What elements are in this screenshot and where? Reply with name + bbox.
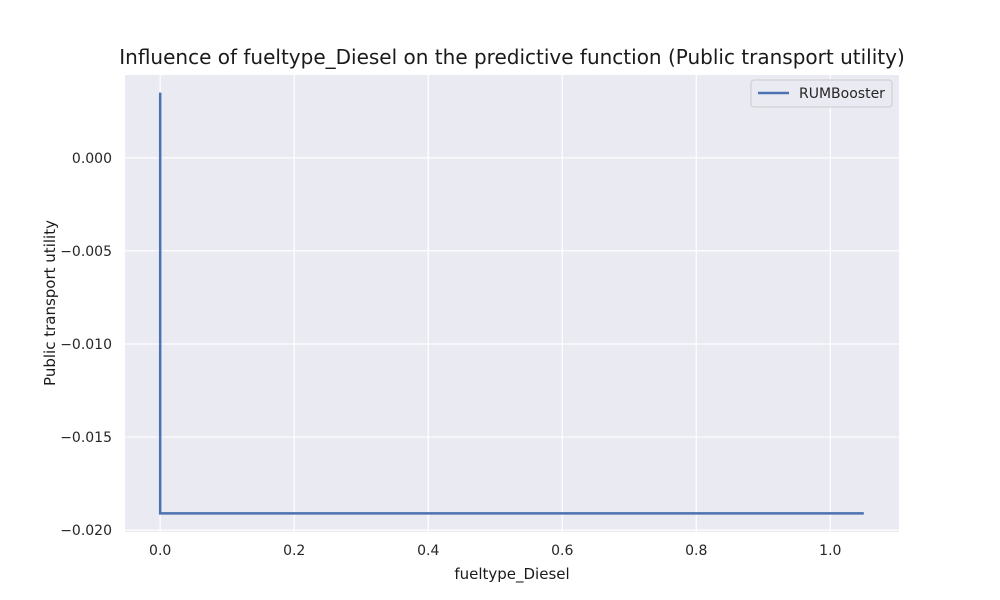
plot-area	[125, 75, 899, 532]
legend-box	[750, 79, 893, 108]
tick-labels: 0.0 0.2 0.4 0.6 0.8 1.0 0.000 −0.005 −0.010 −0.01…	[60, 151, 841, 559]
x-tick-label: 0.2	[283, 543, 305, 559]
x-tick-label: 0.4	[417, 543, 439, 559]
x-tick-label: 0.6	[551, 543, 573, 559]
series-line	[158, 92, 864, 515]
y-tick-label: −0.015	[60, 430, 112, 446]
series-layer	[158, 92, 864, 515]
y-tick-label: −0.020	[60, 523, 112, 539]
grid-lines	[125, 75, 899, 532]
legend: RUMBooster	[750, 79, 893, 108]
x-tick-label: 0.0	[149, 543, 171, 559]
y-tick-label: −0.010	[60, 337, 112, 353]
x-tick-label: 0.8	[685, 543, 707, 559]
chart-title: Influence of fueltype_Diesel on the pred…	[119, 45, 905, 69]
y-tick-label: −0.005	[60, 244, 112, 260]
legend-label: RUMBooster	[799, 86, 885, 102]
x-axis-label: fueltype_Diesel	[454, 565, 569, 584]
x-tick-label: 1.0	[819, 543, 841, 559]
y-axis-label: Public transport utility	[41, 220, 59, 386]
y-tick-label: 0.000	[72, 151, 112, 167]
